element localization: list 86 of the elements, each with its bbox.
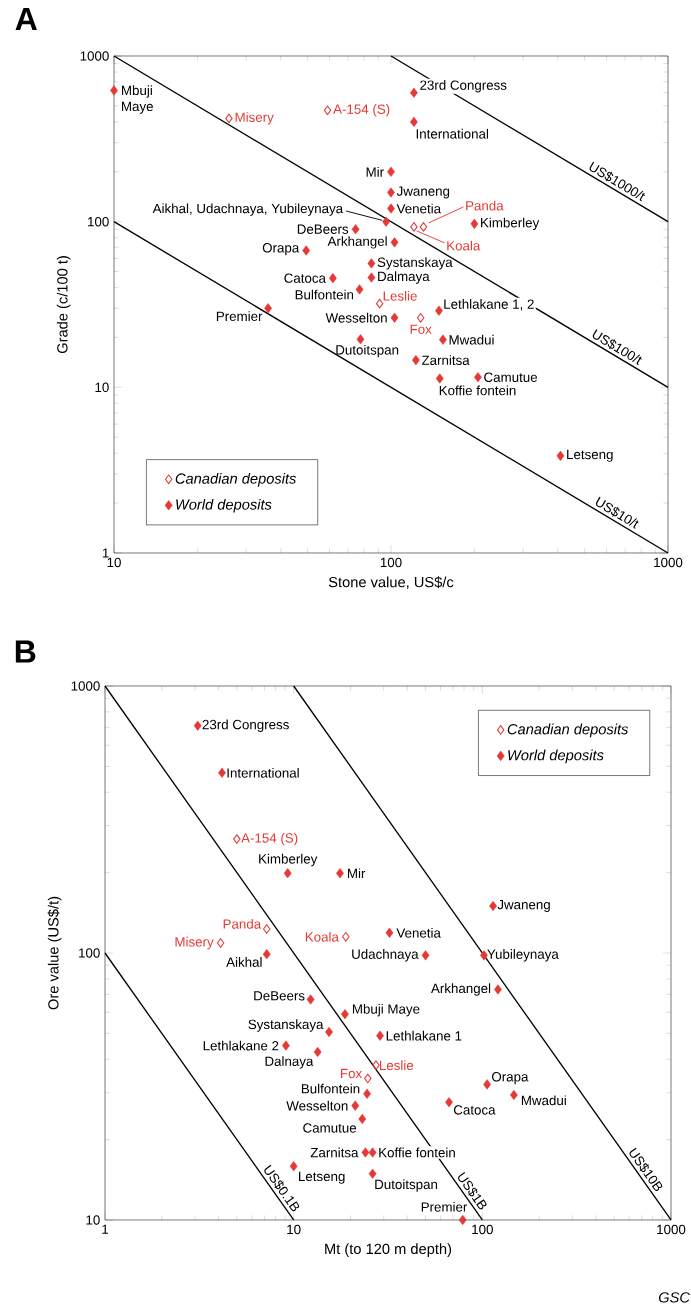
y-tick-label: 10 bbox=[86, 1215, 100, 1225]
chart-title: B bbox=[15, 640, 36, 663]
annotation: Camutue bbox=[303, 1123, 357, 1133]
annotation: Premier bbox=[216, 311, 263, 321]
annotation: Wesselton bbox=[286, 1100, 348, 1111]
x-axis-title: Mt (to 120 m depth) bbox=[325, 1243, 452, 1257]
annotation: Lethlakane 1, 2 bbox=[444, 299, 534, 311]
annotation: Aikhal bbox=[226, 957, 262, 967]
annotation: Kimberley bbox=[481, 217, 540, 231]
annotation: 23rd Congress bbox=[202, 719, 289, 732]
annotation: Koffie fontein bbox=[439, 385, 516, 396]
annotation: Jwaneng bbox=[396, 186, 450, 199]
annotation: Fox bbox=[410, 324, 432, 334]
annotation: Aikhal, Udachnaya, Yubileynaya bbox=[152, 203, 344, 216]
annotation: Dutoitspan bbox=[375, 1179, 438, 1192]
y-tick-label: 1000 bbox=[80, 51, 109, 61]
annotation: Koffie fontein bbox=[379, 1147, 455, 1158]
x-tick-label: 10 bbox=[107, 557, 121, 568]
annotation: Bulfontein bbox=[295, 289, 354, 300]
annotation: Yubileynaya bbox=[487, 949, 559, 962]
annotation: Mir bbox=[348, 868, 366, 879]
annotation: Zarnitsa bbox=[421, 355, 470, 365]
chart-title: A bbox=[15, 7, 37, 30]
y-tick-label: 1000 bbox=[71, 681, 100, 691]
annotation: Systanskaya bbox=[377, 257, 453, 270]
annotation: Orapa bbox=[492, 1072, 529, 1085]
x-tick-label: 10 bbox=[287, 1224, 301, 1235]
annotation: Mbuji Maye bbox=[122, 85, 153, 114]
legend-label: World deposits bbox=[508, 749, 604, 764]
annotation: Arkhangel bbox=[327, 236, 387, 249]
legend-label: Canadian deposits bbox=[507, 723, 629, 738]
annotation: Mwadui bbox=[521, 1095, 566, 1106]
y-tick-label: 100 bbox=[88, 216, 109, 227]
y-tick-label: 1 bbox=[102, 548, 109, 558]
annotation: Dalnaya bbox=[265, 1056, 314, 1069]
annotation: 23rd Congress bbox=[420, 80, 507, 93]
annotation: Leslie bbox=[379, 1060, 414, 1071]
x-tick-label: 100 bbox=[380, 557, 402, 568]
annotation: Letseng bbox=[299, 1171, 345, 1184]
x-tick-label: 100 bbox=[472, 1224, 493, 1235]
x-tick-label: 1000 bbox=[657, 1224, 686, 1235]
annotation: Lethlakane 1 bbox=[386, 1030, 462, 1041]
annotation: Kimberley bbox=[259, 853, 318, 867]
annotation: Catoca bbox=[284, 273, 326, 283]
y-tick-label: 10 bbox=[95, 382, 109, 393]
y-tick-label: 100 bbox=[79, 948, 100, 958]
annotation: Dutoitspan bbox=[336, 344, 399, 358]
annotation: International bbox=[227, 767, 299, 778]
annotation: Dalmaya bbox=[378, 271, 430, 284]
legend-label: World deposits bbox=[176, 498, 272, 513]
annotation: Orapa bbox=[262, 243, 300, 256]
annotation: Misery bbox=[235, 112, 274, 125]
annotation: Camutue bbox=[484, 372, 538, 382]
annotation: Mwadui bbox=[449, 334, 494, 345]
annotation: Jwaneng bbox=[497, 900, 550, 912]
annotation: Letseng bbox=[567, 449, 613, 462]
text: GSC bbox=[658, 1292, 691, 1303]
annotation: Zarnitsa bbox=[310, 1147, 359, 1158]
annotation: A-154 (S) bbox=[241, 832, 298, 846]
annotation: Koala bbox=[447, 240, 481, 251]
annotation: Mir bbox=[366, 166, 384, 177]
annotation: Systanskaya bbox=[248, 1019, 324, 1032]
annotation: Koala bbox=[305, 931, 339, 942]
annotation: Bulfontein bbox=[301, 1083, 360, 1094]
y-axis-title: Grade (c/100 t) bbox=[56, 256, 71, 354]
annotation: International bbox=[416, 128, 489, 139]
annotation: Arkhangel bbox=[431, 983, 491, 996]
annotation: DeBeers bbox=[297, 224, 349, 234]
y-axis-title: Ore value (US$/t) bbox=[47, 896, 62, 1010]
annotation: A-154 (S) bbox=[333, 104, 390, 117]
annotation: Fox bbox=[341, 1068, 363, 1079]
x-axis-title: Stone value, US$/c bbox=[328, 576, 454, 590]
annotation: DeBeers bbox=[254, 991, 305, 1001]
annotation: Panda bbox=[466, 200, 504, 211]
annotation: Catoca bbox=[453, 1105, 496, 1115]
annotation: Venetia bbox=[396, 927, 441, 938]
annotation: Panda bbox=[223, 918, 262, 929]
annotation: Lethlakane 2 bbox=[203, 1040, 279, 1051]
annotation: Mbuji Maye bbox=[352, 1003, 420, 1017]
legend-label: Canadian deposits bbox=[175, 472, 297, 487]
annotation: Udachnaya bbox=[352, 949, 419, 962]
x-tick-label: 1000 bbox=[654, 557, 683, 568]
annotation: Misery bbox=[175, 936, 214, 950]
annotation: Venetia bbox=[396, 203, 442, 214]
annotation: Wesselton bbox=[325, 312, 387, 323]
annotation: Leslie bbox=[383, 290, 417, 301]
